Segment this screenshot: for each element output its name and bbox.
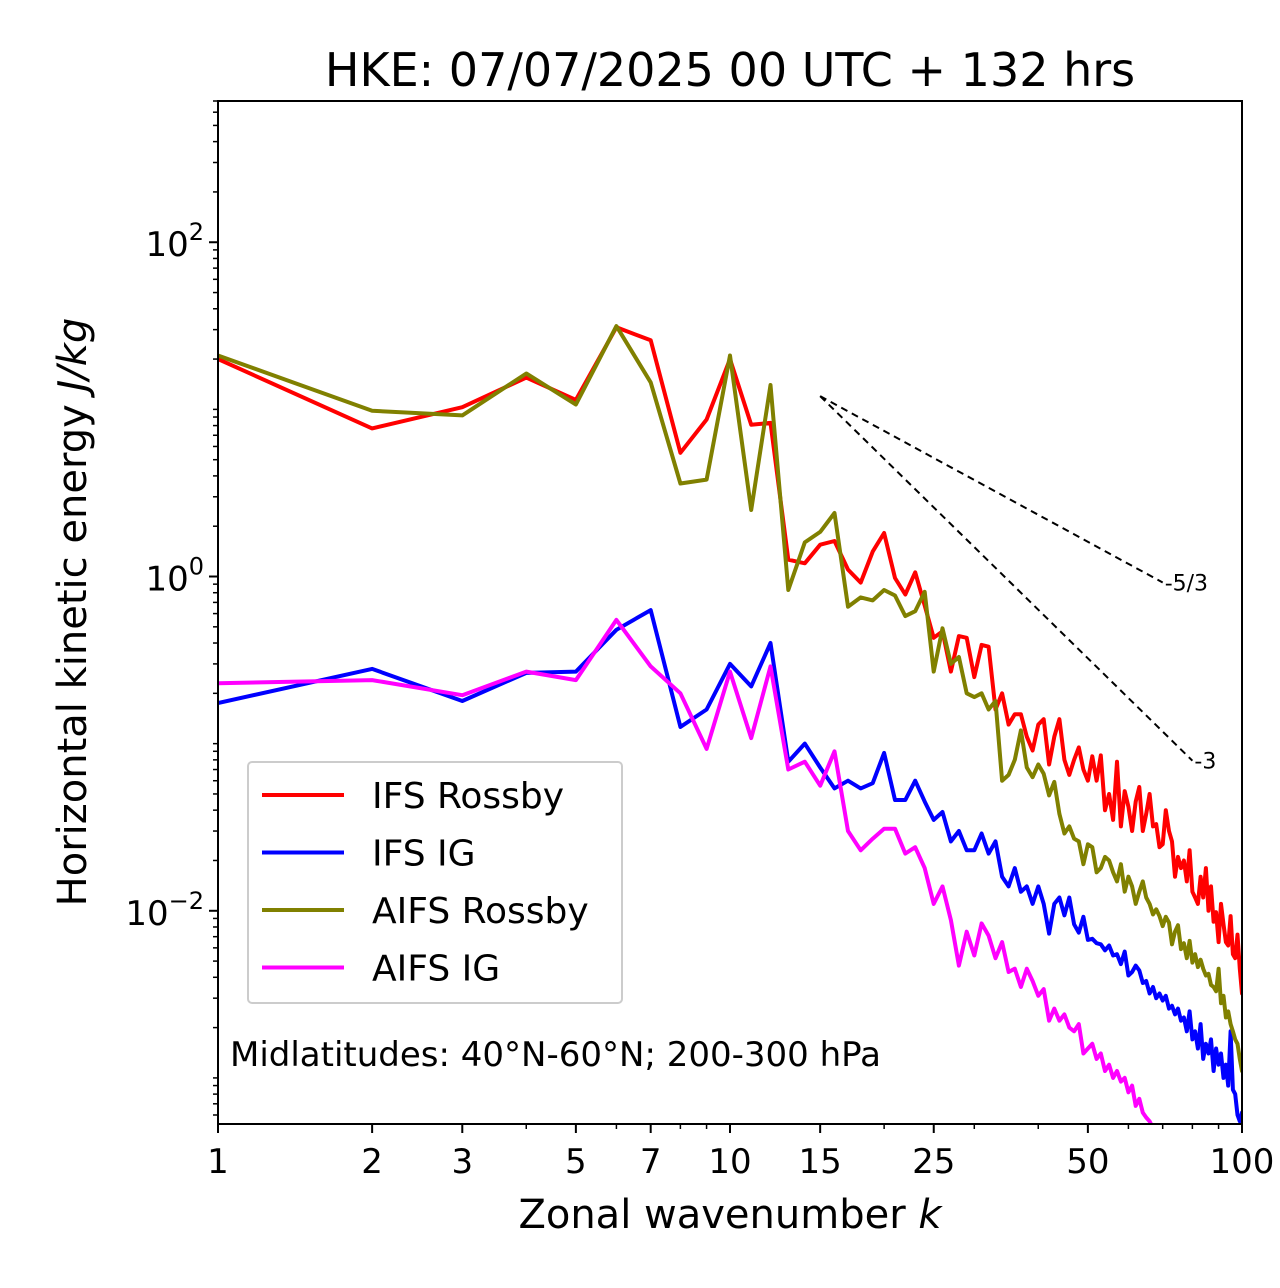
series-line-ifs-ig: [218, 608, 1242, 1124]
reference-slope-label: -5/3: [1165, 572, 1208, 597]
x-axis-label: Zonal wavenumber k: [518, 1192, 943, 1238]
legend-label: AIFS Rossby: [372, 891, 589, 932]
series-layer: [218, 324, 1242, 1124]
chart-title: HKE: 07/07/2025 00 UTC + 132 hrs: [325, 43, 1135, 97]
y-tick-label: 100: [145, 553, 204, 600]
legend-label: IFS IG: [372, 834, 476, 875]
series-line-aifs-ig: [218, 617, 1154, 1124]
legend-box: [247, 761, 623, 1004]
reference-slopes: -5/3 -3: [819, 395, 1216, 775]
x-tick-label: 25: [912, 1142, 955, 1182]
x-tick-label: 100: [1210, 1142, 1275, 1182]
x-tick-label: 2: [361, 1142, 383, 1182]
x-tick-label: 50: [1066, 1142, 1109, 1182]
x-tick-label: 1: [207, 1142, 229, 1182]
y-tick-label: 102: [145, 218, 204, 265]
reference-slope-line: [819, 395, 1164, 584]
y-axis-label-text: Horizontal kinetic energy: [50, 404, 96, 906]
y-axis-label-unit: J/kg: [50, 318, 96, 399]
y-axis-label: Horizontal kinetic energy J/kg: [50, 318, 96, 907]
series-line-ifs-rossby: [218, 325, 1242, 996]
legend: IFS Rossby IFS IG AIFS Rossby AIFS IG: [247, 761, 623, 1004]
legend-label: AIFS IG: [372, 949, 500, 990]
x-tick-label: 3: [451, 1142, 473, 1182]
y-tick-label: 10−2: [125, 887, 204, 934]
x-axis-label-var: k: [918, 1192, 943, 1238]
reference-slope-line: [819, 395, 1194, 762]
reference-slope-label: -3: [1194, 750, 1216, 775]
x-tick-label: 7: [640, 1142, 662, 1182]
legend-label: IFS Rossby: [372, 776, 564, 817]
series-line-aifs-rossby: [218, 324, 1242, 1073]
x-axis-label-text: Zonal wavenumber: [518, 1192, 906, 1238]
x-tick-label: 10: [708, 1142, 751, 1182]
x-axis-ticks: 1 2 3 5 7 10 15 25 50 100: [207, 1124, 1274, 1182]
x-tick-label: 5: [565, 1142, 587, 1182]
y-axis-ticks: 10−2 100 102: [125, 100, 218, 1116]
x-tick-label: 15: [799, 1142, 842, 1182]
region-annotation: Midlatitudes: 40°N-60°N; 200-300 hPa: [230, 1035, 881, 1075]
